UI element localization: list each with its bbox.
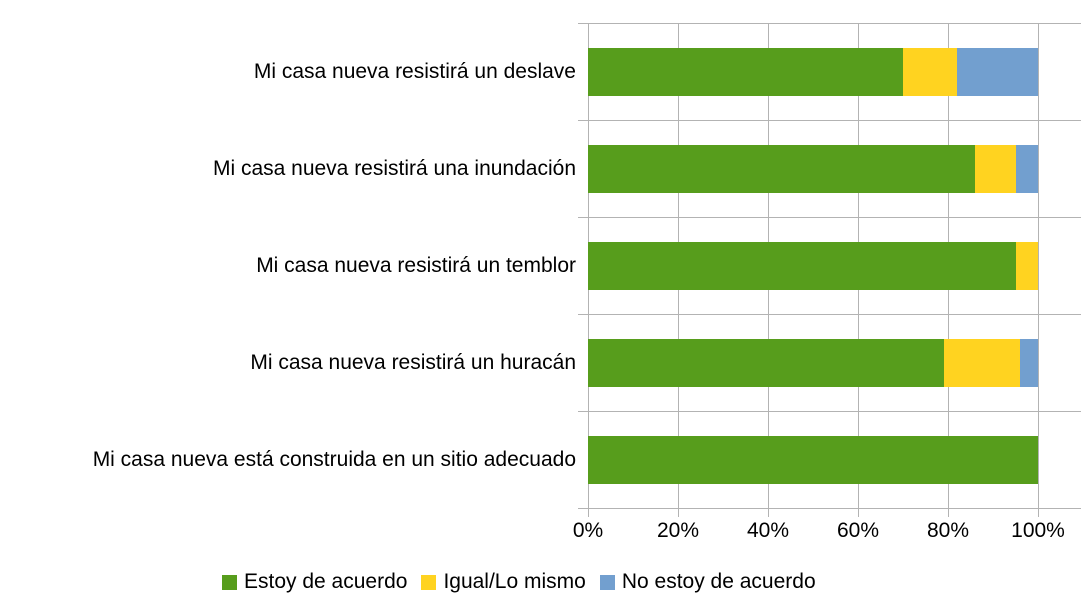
legend-label: No estoy de acuerdo: [621, 570, 816, 593]
category-gridline: [578, 314, 1081, 315]
category-label: Mi casa nueva resistirá un huracán: [250, 350, 576, 374]
bar-segment-disagree: [957, 47, 1038, 96]
bar-segment-disagree: [1015, 144, 1038, 193]
bar-segment-agree: [588, 241, 1016, 290]
x-axis-tick: [858, 508, 859, 517]
bar-segment-same: [1015, 241, 1038, 290]
bar-segment-agree: [588, 435, 1038, 484]
bar-row: [588, 241, 1038, 290]
bar-segment-agree: [588, 47, 903, 96]
bar-row: [588, 47, 1038, 96]
legend: Estoy de acuerdo Igual/Lo mismo No estoy d…: [222, 569, 816, 595]
category-label: Mi casa nueva resistirá una inundación: [212, 156, 576, 180]
bar-segment-agree: [588, 338, 944, 387]
legend-label: Igual/Lo mismo: [443, 570, 586, 593]
x-axis-line: [578, 508, 1081, 509]
category-label: Mi casa nueva resistirá un deslave: [253, 59, 576, 83]
bar-segment-same: [903, 47, 957, 96]
x-gridline: [1038, 23, 1039, 508]
x-axis-tick: [1038, 508, 1039, 517]
legend-item: Estoy de acuerdo: [222, 569, 407, 595]
bar-segment-same: [943, 338, 1020, 387]
x-tick-label: 0%: [572, 519, 604, 542]
category-gridline: [578, 23, 1081, 24]
legend-item: No estoy de acuerdo: [599, 569, 816, 595]
bar-row: [588, 144, 1038, 193]
category-gridline: [578, 411, 1081, 412]
bar-segment-agree: [588, 144, 975, 193]
x-tick-label: 20%: [656, 519, 700, 542]
x-tick-label: 80%: [926, 519, 970, 542]
x-axis-tick: [588, 508, 589, 517]
bar-row: [588, 435, 1038, 484]
plot-area: [578, 23, 1081, 517]
x-axis-tick: [768, 508, 769, 517]
legend-item: Igual/Lo mismo: [421, 569, 586, 595]
category-gridline: [578, 120, 1081, 121]
category-label: Mi casa nueva está construida en un siti…: [92, 447, 576, 471]
x-tick-label: 40%: [746, 519, 790, 542]
x-axis-tick: [948, 508, 949, 517]
legend-label: Estoy de acuerdo: [244, 570, 408, 593]
x-axis-tick: [678, 508, 679, 517]
bar-row: [588, 338, 1038, 387]
bar-segment-same: [975, 144, 1016, 193]
legend-swatch-icon: [222, 574, 237, 590]
legend-swatch-icon: [599, 574, 615, 590]
category-label: Mi casa nueva resistirá un temblor: [256, 253, 576, 277]
x-tick-label: 100%: [1011, 519, 1065, 542]
x-tick-label: 60%: [836, 519, 880, 542]
legend-swatch-icon: [421, 574, 437, 590]
category-gridline: [578, 217, 1081, 218]
bar-segment-disagree: [1020, 338, 1038, 387]
